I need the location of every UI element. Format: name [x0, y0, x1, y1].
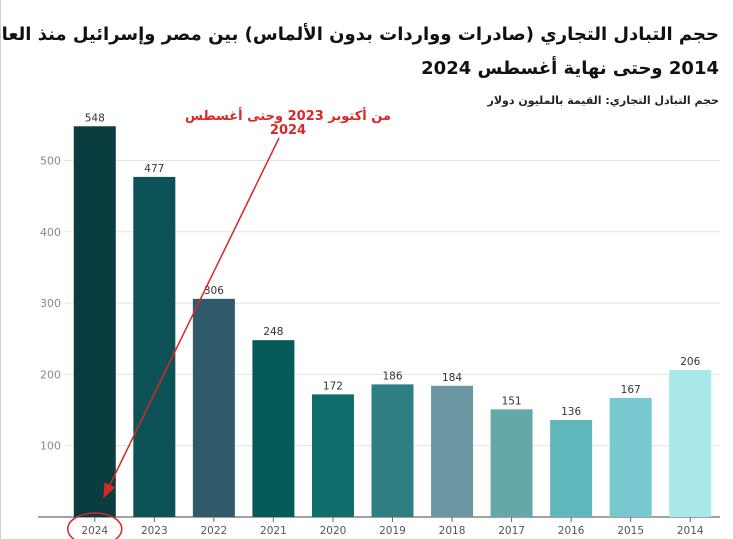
bar-2022: [192, 298, 235, 517]
data-label-2017: 151: [502, 395, 522, 407]
annotation-text-line-1: من أكتوبر 2023 وحتى أغسطس: [185, 107, 391, 124]
bar-2018: [431, 385, 474, 517]
bar-2017: [490, 409, 533, 517]
x-tick-label-2014: 2014: [677, 525, 704, 537]
bar-2021: [252, 340, 295, 517]
x-tick-label-2022: 2022: [200, 525, 227, 537]
x-tick-label-2015: 2015: [617, 525, 644, 537]
x-tick-label-2020: 2020: [320, 525, 347, 537]
bar-2015: [609, 397, 652, 517]
data-label-2016: 136: [561, 406, 581, 418]
annotation-text-line-2: 2024: [270, 123, 306, 138]
chart-subtitle: حجم التبادل التجاري: القيمة بالمليون دول…: [487, 94, 719, 107]
bar-2023: [133, 176, 176, 518]
bar-2024: [73, 126, 116, 517]
chart-title-line-1: حجم التبادل التجاري (صادرات وواردات بدون…: [0, 24, 719, 45]
annotation-arrow: [103, 137, 280, 499]
y-tick-label: 100: [40, 440, 61, 453]
x-tick-label-2021: 2021: [260, 525, 287, 537]
data-label-2023: 477: [144, 163, 164, 175]
data-label-2022: 306: [204, 285, 224, 297]
bar-2020: [311, 394, 354, 517]
data-label-2019: 186: [382, 370, 402, 382]
x-tick-label-2019: 2019: [379, 525, 406, 537]
bar-2016: [550, 420, 593, 517]
data-label-2020: 172: [323, 380, 343, 392]
y-tick-label: 300: [40, 297, 61, 310]
x-tick-label-2016: 2016: [558, 525, 585, 537]
bar-2019: [371, 384, 414, 517]
data-label-2024: 548: [85, 112, 105, 124]
y-tick-label: 400: [40, 226, 61, 239]
x-tick-label-2017: 2017: [498, 525, 525, 537]
x-tick-label-2024: 2024: [81, 525, 108, 537]
data-label-2021: 248: [263, 326, 283, 338]
y-tick-label: 200: [40, 368, 61, 381]
bar-2014: [669, 370, 712, 517]
x-tick-label-2023: 2023: [141, 525, 168, 537]
data-label-2015: 167: [621, 384, 641, 396]
data-label-2014: 206: [680, 356, 700, 368]
chart-title-line-2: 2014 وحتى نهاية أغسطس 2024: [421, 58, 719, 79]
data-label-2018: 184: [442, 372, 462, 384]
y-tick-label: 500: [40, 155, 61, 168]
left-border: [0, 0, 1, 539]
highlight-circle: [67, 512, 123, 539]
x-tick-label-2018: 2018: [439, 525, 466, 537]
